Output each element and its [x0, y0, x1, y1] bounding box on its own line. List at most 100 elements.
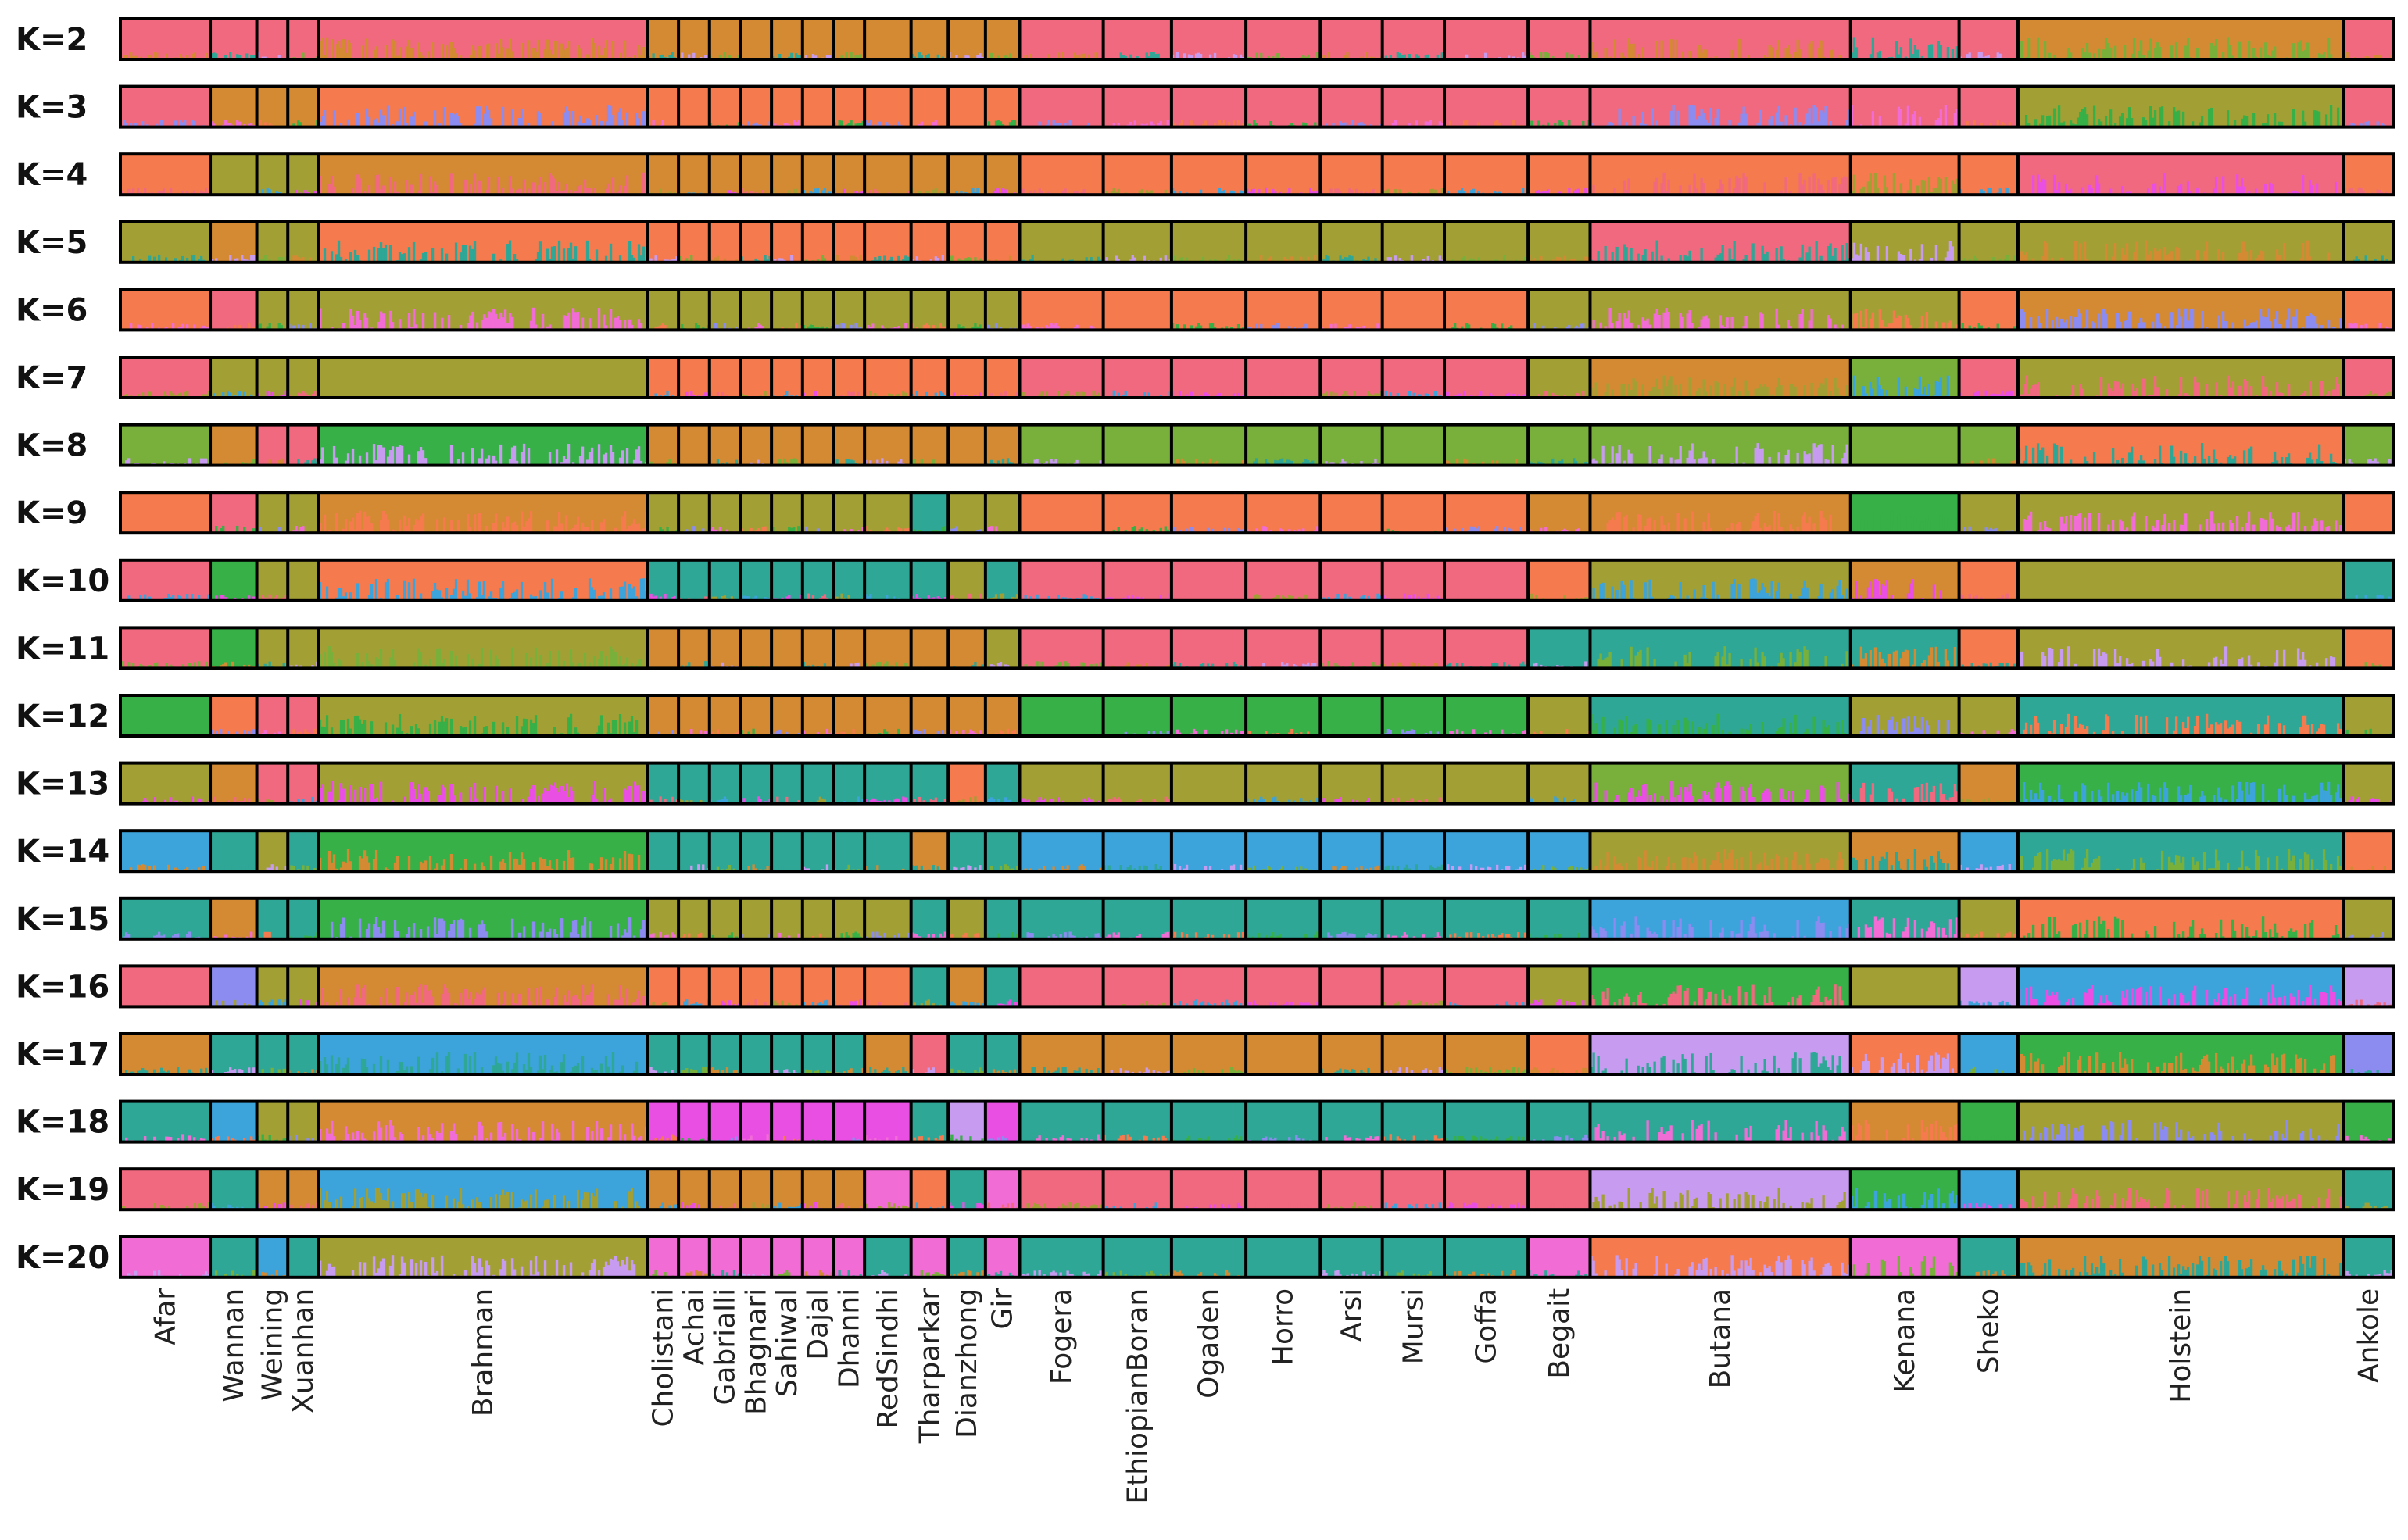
admixture-strip [2013, 460, 2016, 466]
admixture-strip [250, 123, 253, 127]
admixture-strip [2097, 183, 2101, 195]
admixture-strip [1885, 187, 1889, 195]
admixture-strip [428, 176, 432, 195]
admixture-strip [1183, 53, 1186, 59]
admixture-strip [1494, 121, 1497, 127]
k-label: K=6 [16, 292, 88, 328]
segment-Gir [985, 289, 1020, 331]
admixture-strip [1728, 177, 1731, 195]
admixture-strip [1470, 258, 1473, 263]
admixture-strip [243, 258, 246, 263]
admixture-strip [2099, 377, 2103, 398]
admixture-strip [1556, 256, 1559, 263]
admixture-strip [1817, 387, 1820, 398]
admixture-strip [1064, 393, 1067, 398]
admixture-strip [1613, 520, 1616, 534]
admixture-strip [546, 248, 549, 263]
cluster-bar [256, 357, 288, 398]
cluster-bar [1171, 221, 1247, 263]
admixture-strip [1059, 123, 1062, 127]
admixture-strip [562, 315, 566, 331]
admixture-strip [395, 446, 399, 466]
admixture-strip [515, 190, 519, 195]
admixture-strip [337, 588, 341, 601]
admixture-strip [1819, 255, 1823, 263]
admixture-strip [1709, 385, 1712, 398]
segment-RedSindhi [864, 357, 911, 398]
admixture-strip [1570, 259, 1573, 263]
admixture-strip [1398, 53, 1401, 59]
admixture-strip [632, 586, 636, 601]
cluster-bar [833, 424, 865, 466]
admixture-strip [2123, 45, 2127, 59]
admixture-strip [1045, 325, 1048, 331]
admixture-strip [1906, 516, 1910, 534]
admixture-strip [1290, 123, 1293, 127]
admixture-strip [576, 45, 580, 59]
admixture-strip [1140, 189, 1143, 195]
admixture-strip [478, 458, 481, 466]
admixture-strip [1577, 55, 1580, 59]
admixture-strip [342, 39, 345, 59]
admixture-strip [1883, 326, 1887, 331]
segment-EthiopianBoran [1103, 424, 1172, 466]
admixture-strip [1040, 191, 1043, 195]
admixture-strip [548, 452, 552, 466]
admixture-strip [1185, 257, 1189, 263]
admixture-strip [1775, 49, 1778, 59]
admixture-strip [284, 390, 288, 398]
admixture-strip [2038, 182, 2042, 195]
admixture-strip [421, 252, 425, 263]
admixture-strip [2296, 512, 2300, 534]
admixture-strip [323, 394, 327, 398]
admixture-strip [1274, 191, 1277, 195]
segment-Begait [1528, 86, 1590, 127]
admixture-strip [2156, 42, 2159, 59]
admixture-strip [2036, 174, 2040, 195]
admixture-strip [2228, 45, 2232, 59]
admixture-strip [405, 123, 409, 127]
segment-Bhagnari [740, 154, 772, 195]
admixture-strip [543, 49, 547, 59]
admixture-strip [814, 55, 818, 59]
admixture-strip [2249, 322, 2253, 331]
admixture-strip [878, 121, 882, 127]
segment-Ankole [2343, 221, 2393, 263]
admixture-strip [915, 391, 918, 398]
admixture-strip [1702, 183, 1705, 195]
admixture-strip [1866, 181, 1870, 195]
admixture-strip [377, 174, 381, 195]
admixture-strip [1201, 256, 1205, 263]
admixture-strip [2174, 246, 2178, 263]
admixture-strip [2055, 189, 2059, 195]
admixture-strip [2247, 325, 2251, 331]
segment-Dhanni [833, 357, 865, 398]
admixture-strip [2036, 37, 2040, 59]
admixture-strip [2088, 513, 2091, 534]
segment-Wannan [210, 424, 257, 466]
admixture-strip [747, 121, 750, 127]
admixture-strip [1719, 315, 1722, 331]
admixture-strip [302, 257, 305, 263]
admixture-strip [473, 241, 477, 263]
admixture-strip [1558, 257, 1562, 263]
admixture-strip [964, 123, 968, 127]
admixture-strip [309, 323, 312, 331]
cluster-bar [1103, 289, 1172, 331]
segment-Brahman [318, 154, 648, 195]
admixture-strip [768, 121, 771, 127]
admixture-strip [562, 112, 566, 127]
admixture-strip [179, 54, 182, 59]
admixture-strip [723, 258, 727, 263]
admixture-strip [2268, 321, 2272, 331]
admixture-strip [1977, 323, 1980, 331]
admixture-strip [2149, 38, 2152, 59]
admixture-strip [1508, 55, 1511, 59]
admixture-strip [569, 242, 573, 263]
admixture-strip [1599, 322, 1602, 331]
admixture-strip [932, 325, 935, 331]
admixture-strip [1391, 123, 1394, 127]
admixture-strip [1796, 452, 1799, 466]
admixture-strip [337, 240, 341, 263]
admixture-strip [2301, 242, 2305, 263]
